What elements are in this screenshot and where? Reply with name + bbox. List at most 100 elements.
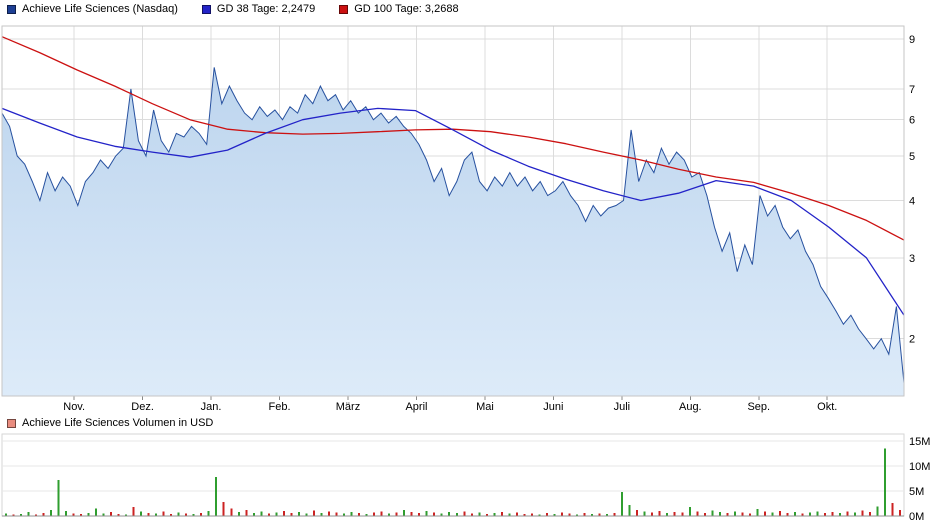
volume-bar: [530, 513, 533, 516]
month-axis-label: März: [336, 401, 360, 413]
price-axis-label: 3: [909, 253, 915, 265]
volume-bar: [395, 512, 398, 516]
volume-bar: [305, 513, 308, 516]
volume-bar: [192, 514, 195, 516]
volume-bar: [658, 511, 661, 516]
volume-bar: [455, 513, 458, 516]
volume-chart-legend: Achieve Life Sciences Volumen in USD: [7, 417, 213, 429]
volume-bar: [831, 512, 834, 516]
volume-bar: [876, 506, 879, 516]
volume-bar: [418, 513, 421, 516]
volume-bar: [696, 511, 699, 516]
volume-bar: [546, 513, 548, 516]
volume-swatch-icon: [7, 418, 16, 428]
volume-bar: [320, 513, 323, 516]
volume-bar: [816, 511, 819, 516]
ma38-label: GD 38 Tage: 2,2479: [216, 3, 316, 15]
volume-bar: [380, 511, 383, 516]
volume-bar: [621, 492, 624, 516]
volume-bar: [245, 510, 248, 516]
volume-bar: [125, 514, 127, 516]
volume-bar: [237, 512, 240, 516]
volume-bar: [440, 513, 443, 516]
volume-bar: [207, 511, 210, 516]
volume-bar: [553, 514, 556, 516]
volume-bar: [312, 510, 315, 516]
price-axis-label: 5: [909, 151, 915, 163]
price-area: [2, 67, 904, 397]
volume-bar: [110, 512, 112, 516]
volume-bar: [215, 477, 218, 516]
volume-bar: [478, 512, 481, 516]
price-axis-label: 9: [909, 34, 915, 46]
month-axis-label: Mai: [476, 401, 494, 413]
volume-bar: [561, 512, 563, 516]
volume-bar: [726, 513, 729, 516]
month-axis-label: April: [405, 401, 427, 413]
legend-item-ma38: GD 38 Tage: 2,2479: [201, 3, 316, 15]
volume-bar: [771, 512, 774, 516]
volume-bar: [538, 514, 541, 516]
volume-bar: [87, 513, 90, 516]
volume-bar: [779, 511, 781, 516]
month-axis-label: Aug.: [679, 401, 702, 413]
volume-axis-label: 5M: [909, 486, 924, 498]
volume-bar: [185, 513, 188, 516]
volume-bar: [177, 512, 180, 516]
volume-bar: [508, 513, 511, 516]
volume-bar: [786, 513, 789, 516]
volume-bar: [162, 511, 165, 516]
volume-axis-label: 15M: [909, 436, 930, 448]
volume-bar: [79, 514, 82, 516]
volume-bar: [598, 513, 601, 516]
month-axis-label: Juli: [614, 401, 631, 413]
volume-bar: [899, 510, 902, 516]
volume-bar: [613, 513, 616, 516]
volume-bar: [523, 514, 526, 516]
volume-bar: [200, 513, 203, 516]
volume-bar: [365, 514, 368, 516]
month-axis-label: Juni: [543, 401, 563, 413]
volume-bar: [57, 480, 60, 516]
price-axis-label: 7: [909, 84, 915, 96]
volume-bar: [42, 513, 45, 516]
ma38-swatch-icon: [201, 4, 211, 14]
volume-bar: [824, 513, 827, 516]
volume-bar: [718, 512, 721, 516]
ma100-swatch-icon: [339, 4, 349, 14]
volume-bar: [628, 505, 631, 516]
volume-bar: [643, 511, 646, 516]
price-axis-label: 6: [909, 115, 915, 127]
month-axis-label: Nov.: [63, 401, 85, 413]
volume-bar: [884, 448, 887, 516]
volume-bar: [500, 512, 503, 516]
volume-bar: [34, 514, 37, 516]
volume-bar: [230, 508, 233, 516]
volume-bar: [19, 514, 22, 516]
volume-bar: [260, 511, 263, 516]
volume-bar: [373, 512, 376, 516]
volume-bar: [583, 513, 586, 516]
volume-bar: [4, 513, 7, 516]
price-series-swatch-icon: [7, 4, 16, 14]
price-axis-label: 4: [909, 195, 915, 207]
volume-series-label: Achieve Life Sciences Volumen in USD: [22, 417, 214, 429]
volume-bar: [297, 512, 300, 516]
volume-bar: [358, 513, 360, 516]
volume-bar: [95, 508, 97, 516]
volume-bar: [252, 513, 255, 516]
volume-bar: [132, 507, 135, 516]
volume-bar: [493, 513, 496, 516]
price-axis-label: 2: [909, 334, 915, 346]
volume-bar: [117, 514, 120, 516]
volume-bar: [290, 513, 293, 516]
volume-bar: [470, 513, 473, 516]
volume-bar: [733, 511, 736, 516]
volume-bar: [756, 509, 759, 516]
volume-bar: [140, 511, 143, 516]
volume-bar: [425, 511, 428, 516]
ma38-line: [1, 107, 905, 316]
volume-bar: [155, 513, 158, 516]
volume-bar: [869, 512, 872, 516]
